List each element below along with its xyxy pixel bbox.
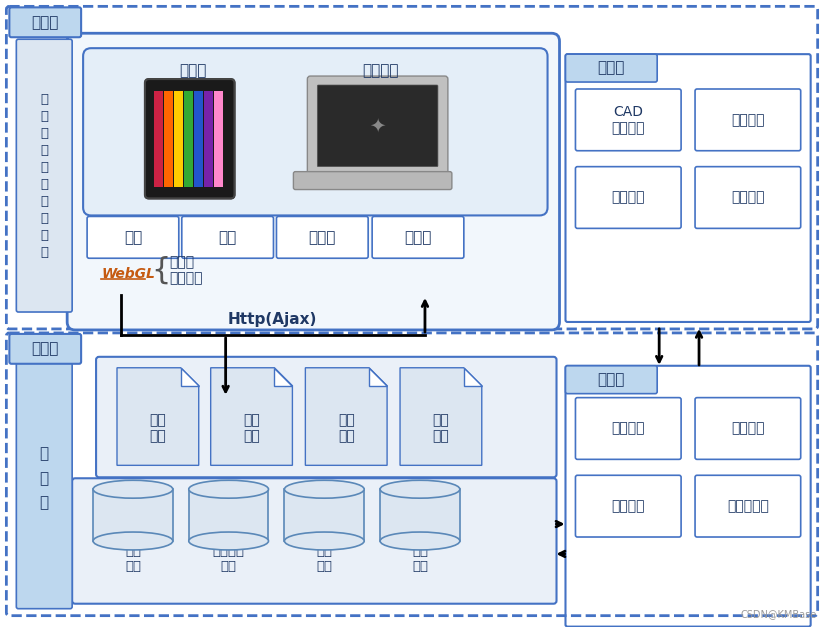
Polygon shape bbox=[117, 368, 198, 465]
FancyBboxPatch shape bbox=[372, 217, 464, 258]
Text: 无插件: 无插件 bbox=[169, 255, 194, 269]
Ellipse shape bbox=[93, 532, 173, 550]
FancyBboxPatch shape bbox=[566, 365, 657, 394]
Bar bbox=[174, 91, 183, 187]
Text: 模型建立: 模型建立 bbox=[731, 113, 765, 127]
Ellipse shape bbox=[284, 480, 364, 498]
FancyBboxPatch shape bbox=[9, 8, 81, 37]
Text: 查询统计: 查询统计 bbox=[731, 190, 765, 205]
FancyBboxPatch shape bbox=[67, 33, 560, 330]
Text: 途线
文件: 途线 文件 bbox=[433, 413, 449, 443]
FancyBboxPatch shape bbox=[318, 85, 438, 166]
Text: CAD
文件导入: CAD 文件导入 bbox=[611, 105, 645, 135]
FancyBboxPatch shape bbox=[695, 475, 801, 537]
Polygon shape bbox=[464, 368, 482, 386]
FancyBboxPatch shape bbox=[576, 475, 681, 537]
Text: 地形
文件: 地形 文件 bbox=[150, 413, 166, 443]
Text: 交互层: 交互层 bbox=[598, 60, 625, 75]
FancyBboxPatch shape bbox=[695, 398, 801, 459]
FancyBboxPatch shape bbox=[182, 217, 274, 258]
Text: 结果
文件: 结果 文件 bbox=[243, 413, 260, 443]
Polygon shape bbox=[181, 368, 198, 386]
Ellipse shape bbox=[93, 480, 173, 498]
Text: 数值方法: 数值方法 bbox=[731, 421, 765, 435]
Text: 建模
数据: 建模 数据 bbox=[316, 545, 332, 573]
Text: 加速渲染: 加速渲染 bbox=[169, 271, 203, 285]
Bar bbox=[184, 91, 193, 187]
FancyBboxPatch shape bbox=[308, 76, 448, 176]
Polygon shape bbox=[211, 368, 293, 465]
FancyBboxPatch shape bbox=[17, 39, 72, 312]
FancyBboxPatch shape bbox=[294, 171, 452, 190]
Text: 数
据
层: 数 据 层 bbox=[40, 446, 49, 511]
Bar bbox=[284, 489, 364, 541]
Ellipse shape bbox=[380, 532, 460, 550]
Polygon shape bbox=[305, 368, 387, 465]
FancyBboxPatch shape bbox=[83, 48, 547, 215]
Text: {: { bbox=[151, 256, 170, 284]
Bar bbox=[93, 489, 173, 541]
FancyBboxPatch shape bbox=[9, 334, 81, 364]
Text: 浏览器: 浏览器 bbox=[31, 15, 59, 30]
Bar bbox=[164, 91, 173, 187]
FancyBboxPatch shape bbox=[276, 217, 368, 258]
FancyBboxPatch shape bbox=[87, 217, 179, 258]
Text: 文件系统: 文件系统 bbox=[611, 499, 645, 513]
FancyBboxPatch shape bbox=[695, 89, 801, 151]
Bar bbox=[189, 489, 269, 541]
Text: 逻辑层: 逻辑层 bbox=[598, 372, 625, 387]
Text: 计算
数据: 计算 数据 bbox=[412, 545, 428, 573]
Ellipse shape bbox=[189, 480, 269, 498]
FancyBboxPatch shape bbox=[17, 348, 72, 609]
Text: 基础信息
数据: 基础信息 数据 bbox=[213, 545, 245, 573]
Bar bbox=[154, 91, 163, 187]
FancyBboxPatch shape bbox=[72, 479, 557, 604]
FancyBboxPatch shape bbox=[576, 398, 681, 459]
Text: 场景: 场景 bbox=[124, 230, 142, 245]
Bar bbox=[194, 91, 203, 187]
Text: 基
于
网
络
的
三
维
可
视
化: 基 于 网 络 的 三 维 可 视 化 bbox=[41, 92, 48, 259]
FancyBboxPatch shape bbox=[96, 357, 557, 477]
Text: 控制参数: 控制参数 bbox=[611, 190, 645, 205]
Bar bbox=[203, 91, 213, 187]
Text: 照相机: 照相机 bbox=[308, 230, 336, 245]
Text: 移动端: 移动端 bbox=[179, 63, 207, 78]
FancyBboxPatch shape bbox=[576, 166, 681, 229]
Text: 几何体: 几何体 bbox=[404, 230, 432, 245]
Text: 灯光: 灯光 bbox=[218, 230, 237, 245]
Ellipse shape bbox=[284, 532, 364, 550]
FancyBboxPatch shape bbox=[576, 89, 681, 151]
Text: 数据库引擎: 数据库引擎 bbox=[727, 499, 769, 513]
Bar bbox=[213, 91, 222, 187]
Text: 剖面
文件: 剖面 文件 bbox=[338, 413, 355, 443]
Text: CSDN@KMBase: CSDN@KMBase bbox=[740, 609, 816, 619]
Text: Http(Ajax): Http(Ajax) bbox=[227, 312, 318, 327]
FancyBboxPatch shape bbox=[145, 79, 235, 198]
Text: 离散方法: 离散方法 bbox=[611, 421, 645, 435]
Text: 服务器: 服务器 bbox=[31, 342, 59, 356]
Polygon shape bbox=[369, 368, 387, 386]
Bar bbox=[380, 489, 460, 541]
Text: 个人电脑: 个人电脑 bbox=[362, 63, 399, 78]
Text: WebGL: WebGL bbox=[101, 267, 155, 281]
Text: ✦: ✦ bbox=[369, 116, 385, 136]
FancyBboxPatch shape bbox=[695, 166, 801, 229]
Polygon shape bbox=[275, 368, 293, 386]
Text: 图形
数据: 图形 数据 bbox=[125, 545, 141, 573]
FancyBboxPatch shape bbox=[566, 54, 657, 82]
Ellipse shape bbox=[380, 480, 460, 498]
Polygon shape bbox=[400, 368, 482, 465]
Ellipse shape bbox=[189, 532, 269, 550]
